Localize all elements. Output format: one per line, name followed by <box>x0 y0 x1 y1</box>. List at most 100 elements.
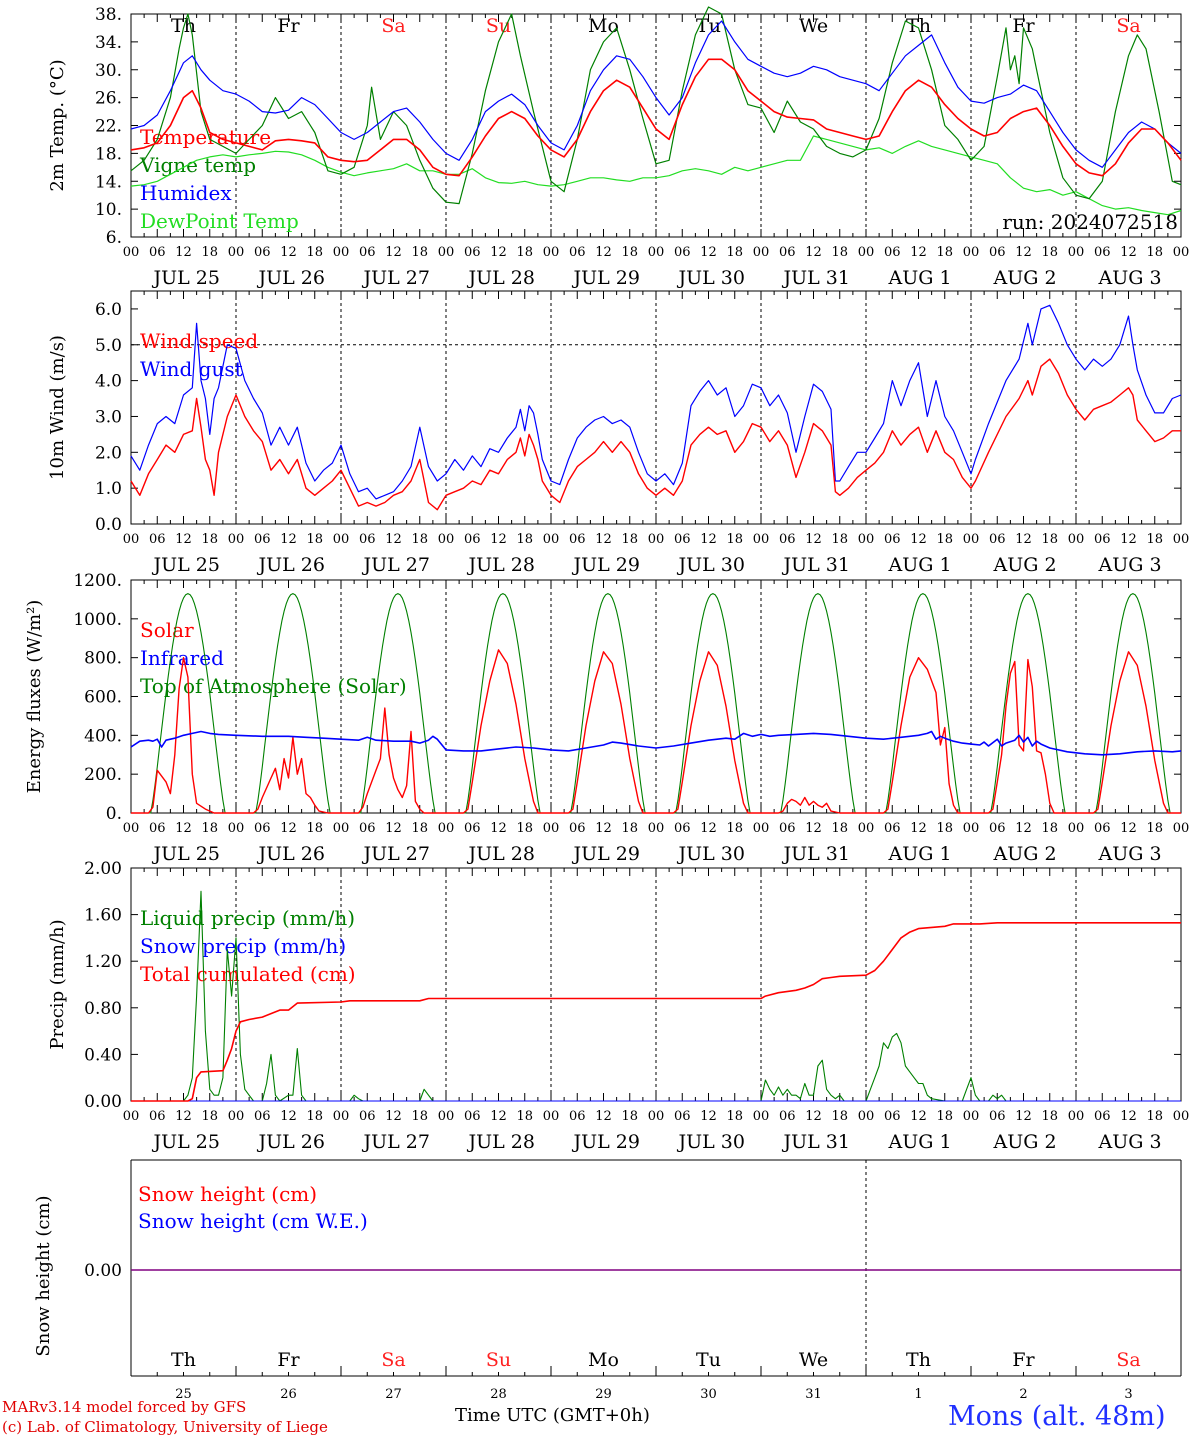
precipitation-ytick-label: 1.20 <box>84 952 122 972</box>
hour-label: 06 <box>359 532 376 547</box>
hour-label: 12 <box>490 245 507 260</box>
hour-label: 18 <box>621 1109 638 1124</box>
hour-label: 06 <box>569 821 586 836</box>
hour-label-final: 00 <box>1173 821 1190 836</box>
hour-label: 00 <box>543 1109 560 1124</box>
hour-label: 00 <box>333 532 350 547</box>
hour-label: 18 <box>1146 821 1163 836</box>
temperature-ytick-label: 6. <box>106 228 122 248</box>
wind-ytick-label: 6.0 <box>95 300 122 320</box>
hour-label: 12 <box>1015 532 1032 547</box>
hour-label: 12 <box>175 245 192 260</box>
hour-label: 00 <box>1068 532 1085 547</box>
date-label: JUL 31 <box>782 267 850 289</box>
date-label: JUL 29 <box>572 1131 640 1153</box>
hour-label: 06 <box>464 1109 481 1124</box>
day-number: 30 <box>700 1387 717 1402</box>
hour-label: 18 <box>936 245 953 260</box>
temperature-legend-2: Humidex <box>140 181 232 205</box>
hour-label: 12 <box>910 821 927 836</box>
hour-label: 12 <box>280 532 297 547</box>
date-label: AUG 1 <box>888 554 952 576</box>
date-label: JUL 26 <box>257 843 325 865</box>
date-label: JUL 29 <box>572 267 640 289</box>
hour-label: 12 <box>595 532 612 547</box>
day-name-bottom: Fr <box>1012 1349 1035 1371</box>
precipitation-ytick-label: 2.00 <box>84 859 122 879</box>
hour-label: 00 <box>228 532 245 547</box>
precipitation-legend-0: Liquid precip (mm/h) <box>140 906 355 930</box>
hour-label: 06 <box>464 245 481 260</box>
temperature-legend-3: DewPoint Temp <box>140 209 299 233</box>
hour-label: 00 <box>543 245 560 260</box>
day-name-bottom: Sa <box>381 1349 405 1371</box>
hour-label: 12 <box>385 532 402 547</box>
radiation-ytick-label: 1200. <box>73 571 122 591</box>
hour-label: 06 <box>254 1109 271 1124</box>
hour-label: 06 <box>674 532 691 547</box>
radiation-ytick-label: 400. <box>84 726 122 746</box>
liquid-precip-line <box>131 890 1181 1102</box>
radiation-ytick-label: 200. <box>84 765 122 785</box>
radiation-ytick-label: 0. <box>106 804 122 824</box>
hour-label: 06 <box>464 532 481 547</box>
date-label: JUL 29 <box>572 843 640 865</box>
hour-label: 18 <box>411 245 428 260</box>
day-number: 3 <box>1124 1387 1132 1402</box>
hour-label-final: 00 <box>1173 532 1190 547</box>
hour-label: 00 <box>543 532 560 547</box>
hour-label: 06 <box>989 532 1006 547</box>
hour-label: 06 <box>569 1109 586 1124</box>
hour-label: 06 <box>359 245 376 260</box>
hour-label: 06 <box>569 532 586 547</box>
day-name-top: Fr <box>277 15 300 37</box>
day-name-bottom: Mo <box>588 1349 619 1371</box>
date-label: JUL 30 <box>677 1131 745 1153</box>
hour-label: 18 <box>306 245 323 260</box>
hour-label: 06 <box>779 821 796 836</box>
temperature-series-2 <box>130 20 1182 168</box>
snow-ytick-label: 0.00 <box>84 1261 122 1281</box>
hour-label: 00 <box>753 532 770 547</box>
day-name-bottom: Th <box>906 1349 931 1371</box>
hour-label: 18 <box>1041 532 1058 547</box>
hour-label: 00 <box>648 1109 665 1124</box>
date-label: AUG 1 <box>888 1131 952 1153</box>
station-label: Mons (alt. 48m) <box>948 1401 1166 1432</box>
day-name-bottom: Tu <box>696 1349 721 1371</box>
date-label: JUL 27 <box>362 843 430 865</box>
hour-label: 00 <box>963 245 980 260</box>
hour-label: 12 <box>490 1109 507 1124</box>
radiation-ytick-label: 1000. <box>73 610 122 630</box>
hour-label: 18 <box>516 245 533 260</box>
temperature-ytick-label: 26. <box>95 89 122 109</box>
hour-label: 12 <box>280 821 297 836</box>
hour-label: 00 <box>123 532 140 547</box>
hour-label: 12 <box>910 1109 927 1124</box>
hour-label: 12 <box>805 1109 822 1124</box>
hour-label: 12 <box>700 821 717 836</box>
date-label: JUL 28 <box>467 554 535 576</box>
temperature-series-0 <box>130 58 1182 177</box>
hour-label: 00 <box>123 245 140 260</box>
day-name-bottom: Fr <box>277 1349 300 1371</box>
hour-label: 18 <box>936 821 953 836</box>
hour-label: 18 <box>1041 821 1058 836</box>
temperature-series-1 <box>130 6 1182 205</box>
hour-label: 18 <box>306 1109 323 1124</box>
hour-label: 12 <box>385 1109 402 1124</box>
hour-label: 12 <box>805 821 822 836</box>
date-label: JUL 28 <box>467 1131 535 1153</box>
model-credit-line2: (c) Lab. of Climatology, University of L… <box>2 1418 328 1436</box>
precipitation-ytick-label: 0.80 <box>84 999 122 1019</box>
date-label: JUL 29 <box>572 554 640 576</box>
date-label: JUL 30 <box>677 267 745 289</box>
date-label: JUL 26 <box>257 1131 325 1153</box>
date-label: AUG 3 <box>1098 1131 1162 1153</box>
day-number: 27 <box>385 1387 402 1402</box>
day-name-bottom: Th <box>171 1349 196 1371</box>
temperature-ylabel: 2m Temp. (°C) <box>47 59 68 191</box>
hour-label: 00 <box>858 532 875 547</box>
hour-label-final: 00 <box>1173 1109 1190 1124</box>
run-label: run: 2024072518 <box>1002 210 1178 234</box>
